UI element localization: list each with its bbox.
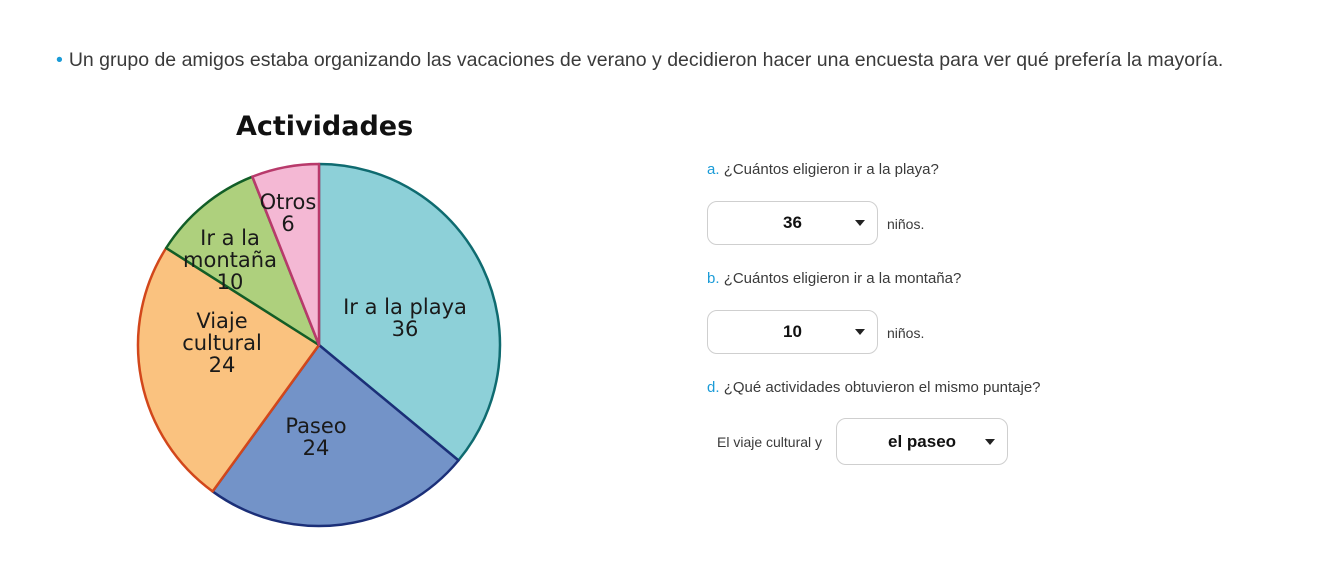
pie-label-0: Ir a la playa 36 <box>343 295 467 341</box>
answer-a-value: 36 <box>783 213 802 232</box>
pie-slice-1 <box>211 343 460 528</box>
answer-d-dropdown[interactable]: el paseo <box>836 418 1008 465</box>
pie-label-value: 6 <box>281 212 294 236</box>
answer-d-prefix: El viaje cultural y <box>717 434 823 450</box>
question-b-text: ¿Cuántos eligieron ir a la montaña? <box>723 270 962 287</box>
pie-label-name: Viaje <box>196 309 247 333</box>
chevron-down-icon <box>985 439 995 445</box>
pie-label-value: 24 <box>303 436 330 460</box>
intro-text: • Un grupo de amigos estaba organizando l… <box>56 49 1223 72</box>
question-a-letter: a. <box>707 161 720 178</box>
pie-slice-0 <box>317 162 502 462</box>
chart-title: Actividades <box>236 111 414 142</box>
pie-label-4: Otros 6 <box>260 190 317 236</box>
pie-label-3: Ir a la montaña 10 <box>183 226 277 294</box>
answer-b-unit: niños. <box>887 325 925 341</box>
answer-d-value: el paseo <box>888 432 957 451</box>
pie-label-value: 24 <box>209 353 236 377</box>
question-b: b. ¿Cuántos eligieron ir a la montaña? <box>707 270 961 287</box>
chevron-down-icon <box>855 220 865 226</box>
pie-label-name: Ir a la playa <box>343 295 467 319</box>
pie-label-name: Otros <box>260 190 317 214</box>
pie-label-name: cultural <box>182 331 262 355</box>
question-d-text: ¿Qué actividades obtuvieron el mismo pun… <box>723 379 1041 396</box>
question-a-text: ¿Cuántos eligieron ir a la playa? <box>723 161 939 178</box>
answer-a-dropdown[interactable]: 36 <box>707 201 878 245</box>
pie-label-name: Ir a la <box>200 226 260 250</box>
pie-label-value: 10 <box>217 270 244 294</box>
question-a: a. ¿Cuántos eligieron ir a la playa? <box>707 161 939 178</box>
answer-b-value: 10 <box>783 322 802 341</box>
pie-slice-4 <box>251 162 321 347</box>
pie-label-1: Paseo 24 <box>285 414 346 460</box>
question-d: d. ¿Qué actividades obtuvieron el mismo … <box>707 379 1041 396</box>
pie-label-value: 36 <box>392 317 419 341</box>
intro-sentence: Un grupo de amigos estaba organizando la… <box>68 49 1224 71</box>
pie-label-name: Paseo <box>285 414 346 438</box>
answer-a-unit: niños. <box>887 216 925 232</box>
pie-slice-2 <box>136 246 321 493</box>
bullet: • <box>56 49 63 71</box>
chevron-down-icon <box>855 329 865 335</box>
pie-label-2: Viaje cultural 24 <box>182 309 262 377</box>
answer-b-dropdown[interactable]: 10 <box>707 310 878 354</box>
pie-slice-3 <box>164 175 321 347</box>
question-d-letter: d. <box>707 379 720 396</box>
pie-label-name: montaña <box>183 248 277 272</box>
question-b-letter: b. <box>707 270 720 287</box>
